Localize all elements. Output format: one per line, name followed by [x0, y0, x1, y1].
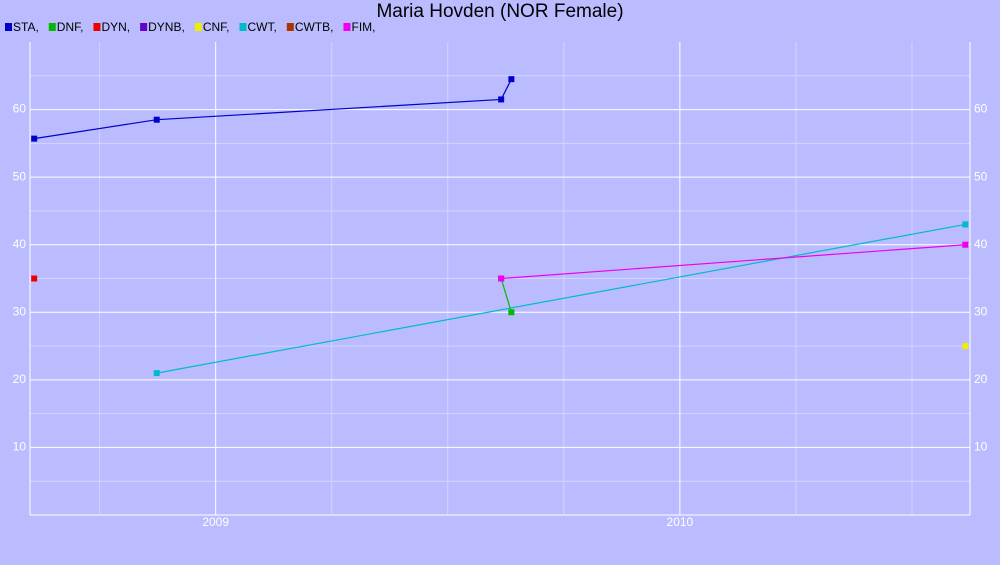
legend-swatch	[343, 23, 351, 31]
data-point	[498, 275, 505, 282]
data-point	[31, 275, 38, 282]
legend-label: DYN,	[101, 20, 130, 34]
legend-label: CWTB,	[295, 20, 334, 34]
data-point	[508, 76, 515, 83]
data-point	[962, 241, 969, 248]
chart-title: Maria Hovden (NOR Female)	[376, 1, 623, 22]
legend-swatch	[140, 23, 148, 31]
y-tick-label: 60	[13, 102, 27, 116]
x-tick-label: 2010	[667, 515, 694, 529]
y-tick-label: 20	[13, 372, 27, 386]
legend-label: CWT,	[247, 20, 276, 34]
y2-tick-label: 60	[974, 102, 988, 116]
y-tick-label: 30	[13, 304, 27, 318]
legend-label: FIM,	[351, 20, 375, 34]
series-line	[500, 278, 512, 313]
y-tick-label: 10	[13, 440, 27, 454]
data-point	[31, 135, 38, 142]
series-line	[34, 78, 512, 140]
legend-swatch	[48, 23, 56, 31]
data-point	[153, 370, 160, 377]
legend-label: CNF,	[203, 20, 230, 34]
data-point	[153, 116, 160, 123]
data-point	[962, 343, 969, 350]
data-point	[508, 309, 515, 316]
legend-swatch	[93, 23, 101, 31]
y2-tick-label: 20	[974, 372, 988, 386]
legend-swatch	[194, 23, 202, 31]
legend-swatch	[5, 23, 12, 31]
data-point	[962, 221, 969, 228]
legend-label: STA,	[13, 20, 39, 34]
y-tick-label: 50	[13, 169, 27, 183]
y2-tick-label: 40	[974, 237, 988, 251]
legend-swatch	[239, 23, 247, 31]
x-tick-label: 2009	[202, 515, 229, 529]
y2-tick-label: 30	[974, 304, 988, 318]
legend-swatch	[286, 23, 294, 31]
series-line	[156, 223, 966, 374]
legend-label: DNF,	[57, 20, 84, 34]
y-tick-label: 40	[13, 237, 27, 251]
y2-tick-label: 50	[974, 169, 988, 183]
y2-tick-label: 10	[974, 440, 988, 454]
data-point	[498, 96, 505, 103]
legend-label: DYNB,	[148, 20, 185, 34]
series-line	[501, 244, 966, 280]
